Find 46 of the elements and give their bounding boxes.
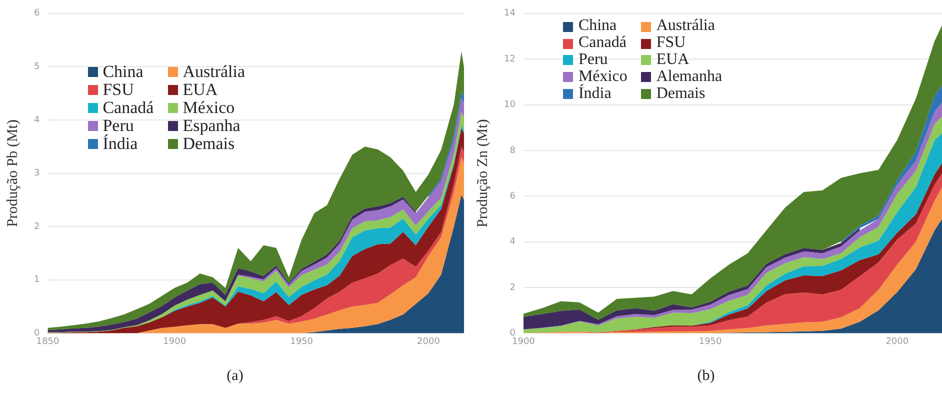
legend-label: EUA xyxy=(656,50,690,69)
x-tick-label: 2000 xyxy=(417,336,440,347)
legend-label: China xyxy=(578,17,617,36)
text: (b) xyxy=(696,368,716,385)
y-axis-title: Produção Zn (Mt) xyxy=(474,119,491,228)
legend-label: FSU xyxy=(102,80,134,100)
y-tick-label: 14 xyxy=(504,8,516,19)
legend-label: FSU xyxy=(656,34,686,52)
legend-label: EUA xyxy=(182,80,218,100)
y-tick-label: 4 xyxy=(34,115,40,126)
y-tick-label: 5 xyxy=(34,62,40,72)
legend-label: Canadá xyxy=(578,34,626,52)
legend-label: Demais xyxy=(656,84,706,102)
y-tick-label: 0 xyxy=(510,328,516,339)
y-tick-label: 8 xyxy=(510,146,516,156)
legend-label: Austrália xyxy=(182,62,246,82)
x-tick-label: 2000 xyxy=(886,336,909,347)
y-axis-title: Produção Pb (Mt) xyxy=(4,120,21,228)
x-tick-label: 1900 xyxy=(512,336,536,347)
y-tick-label: 2 xyxy=(34,222,40,232)
y-tick-label: 10 xyxy=(504,100,516,110)
legend-label: Peru xyxy=(102,116,134,135)
y-tick-label: 12 xyxy=(504,54,516,64)
x-tick-label: 1950 xyxy=(698,336,722,347)
legend-label: Demais xyxy=(182,134,235,153)
legend-label: Peru xyxy=(578,50,608,69)
legend-label: México xyxy=(182,98,235,118)
x-tick-label: 1950 xyxy=(290,336,314,347)
y-tick-label: 6 xyxy=(510,191,516,202)
legend-label: Austrália xyxy=(656,17,715,36)
y-tick-label: 3 xyxy=(34,168,40,179)
legend-label: Espanha xyxy=(182,116,240,135)
legend-label: Alemanha xyxy=(656,68,722,86)
legend-label: México xyxy=(578,68,628,85)
y-tick-label: 1 xyxy=(34,275,40,286)
x-tick-label: 1900 xyxy=(163,336,186,347)
legend-label: Índia xyxy=(102,134,138,153)
y-tick-label: 0 xyxy=(34,328,40,339)
legend-label: Índia xyxy=(578,84,612,102)
y-tick-label: 6 xyxy=(34,8,40,19)
y-tick-label: 4 xyxy=(510,237,516,248)
legend-label: Canadá xyxy=(102,98,154,118)
x-tick-label: 1850 xyxy=(36,336,60,347)
legend-label: China xyxy=(102,62,144,82)
text: (a) xyxy=(226,368,244,385)
y-tick-label: 2 xyxy=(510,282,516,293)
